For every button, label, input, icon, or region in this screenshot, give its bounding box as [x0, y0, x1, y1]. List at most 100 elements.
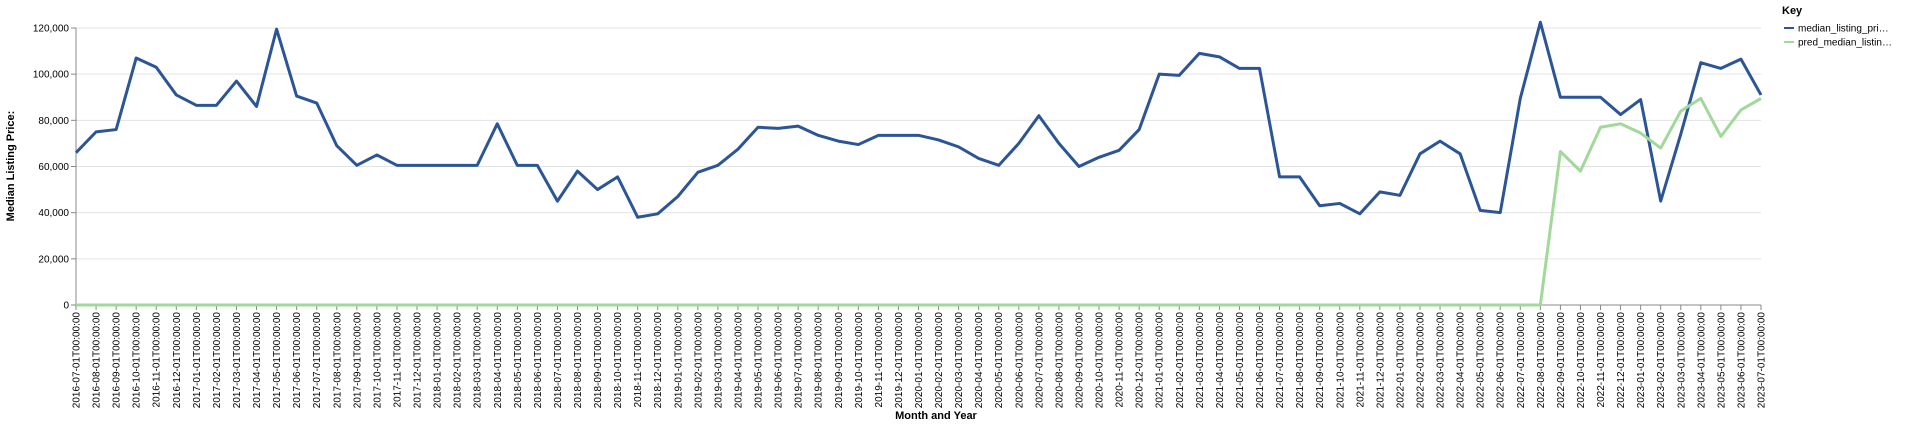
- y-tick-label: 80,000: [38, 116, 69, 127]
- y-tick-label: 20,000: [38, 254, 69, 265]
- x-tick-label: 2019-11-01T00:00:00: [874, 312, 885, 408]
- x-tick-label: 2022-02-01T00:00:00: [1415, 312, 1426, 409]
- x-tick-label: 2018-07-01T00:00:00: [553, 312, 564, 409]
- x-tick-label: 2022-12-01T00:00:00: [1616, 312, 1627, 409]
- x-tick-label: 2020-05-01T00:00:00: [994, 312, 1005, 409]
- x-tick-label: 2023-05-01T00:00:00: [1716, 312, 1727, 409]
- x-tick-label: 2017-10-01T00:00:00: [372, 312, 383, 409]
- x-tick-label: 2019-07-01T00:00:00: [794, 312, 805, 409]
- x-tick-label: 2019-03-01T00:00:00: [713, 312, 724, 409]
- x-tick-label: 2019-06-01T00:00:00: [774, 312, 785, 409]
- x-tick-label: 2020-06-01T00:00:00: [1014, 312, 1025, 409]
- y-tick-label: 0: [63, 301, 69, 312]
- x-tick-label: 2022-03-01T00:00:00: [1436, 312, 1447, 409]
- x-tick-label: 2020-01-01T00:00:00: [914, 312, 925, 409]
- x-tick-label: 2021-08-01T00:00:00: [1295, 312, 1306, 409]
- y-axis-title: Median Listing Price:: [5, 111, 17, 222]
- x-tick-label: 2022-08-01T00:00:00: [1536, 312, 1547, 409]
- series-line: [74, 20, 1763, 219]
- legend-title: Key: [1782, 5, 1803, 17]
- x-tick-label: 2023-04-01T00:00:00: [1696, 312, 1707, 409]
- x-tick-label: 2022-10-01T00:00:00: [1576, 312, 1587, 409]
- x-tick-label: 2018-05-01T00:00:00: [513, 312, 524, 409]
- x-tick-label: 2022-01-01T00:00:00: [1395, 312, 1406, 409]
- x-tick-label: 2021-03-01T00:00:00: [1195, 312, 1206, 409]
- x-tick-label: 2017-06-01T00:00:00: [292, 312, 303, 409]
- x-tick-label: 2020-02-01T00:00:00: [934, 312, 945, 409]
- x-tick-label: 2021-04-01T00:00:00: [1215, 312, 1226, 409]
- x-tick-label: 2019-05-01T00:00:00: [754, 312, 765, 409]
- x-tick-label: 2017-09-01T00:00:00: [352, 312, 363, 409]
- x-tick-label: 2016-10-01T00:00:00: [132, 312, 143, 409]
- x-axis-title: Month and Year: [895, 410, 977, 422]
- x-tick-label: 2016-09-01T00:00:00: [112, 312, 123, 409]
- y-tick-label: 60,000: [38, 162, 69, 173]
- x-tick-label: 2021-05-01T00:00:00: [1235, 312, 1246, 409]
- x-tick-label: 2017-04-01T00:00:00: [252, 312, 263, 409]
- x-tick-label: 2020-08-01T00:00:00: [1054, 312, 1065, 409]
- y-tick-label: 40,000: [38, 208, 69, 219]
- x-tick-label: 2019-09-01T00:00:00: [834, 312, 845, 409]
- x-tick-label: 2021-11-01T00:00:00: [1355, 312, 1366, 408]
- series-line: [76, 96, 1762, 307]
- x-tick-label: 2022-09-01T00:00:00: [1556, 312, 1567, 409]
- x-tick-label: 2021-09-01T00:00:00: [1315, 312, 1326, 409]
- x-tick-label: 2021-10-01T00:00:00: [1335, 312, 1346, 409]
- x-tick-label: 2020-11-01T00:00:00: [1115, 312, 1126, 408]
- x-tick-label: 2018-10-01T00:00:00: [613, 312, 624, 409]
- x-tick-label: 2022-07-01T00:00:00: [1516, 312, 1527, 409]
- x-tick-label: 2022-05-01T00:00:00: [1476, 312, 1487, 409]
- x-tick-label: 2018-11-01T00:00:00: [633, 312, 644, 408]
- x-tick-label: 2017-08-01T00:00:00: [332, 312, 343, 409]
- x-tick-label: 2016-08-01T00:00:00: [92, 312, 103, 409]
- x-tick-label: 2022-04-01T00:00:00: [1456, 312, 1467, 409]
- x-tick-label: 2020-12-01T00:00:00: [1135, 312, 1146, 409]
- x-tick-label: 2019-08-01T00:00:00: [814, 312, 825, 409]
- legend-label: median_listing_pri…: [1798, 24, 1889, 35]
- x-tick-label: 2018-09-01T00:00:00: [593, 312, 604, 409]
- y-tick-label: 100,000: [33, 70, 70, 81]
- legend-label: pred_median_listin…: [1798, 38, 1892, 49]
- x-tick-label: 2018-03-01T00:00:00: [473, 312, 484, 409]
- x-tick-label: 2016-07-01T00:00:00: [72, 312, 83, 409]
- x-tick-label: 2017-05-01T00:00:00: [272, 312, 283, 409]
- x-tick-label: 2016-11-01T00:00:00: [152, 312, 163, 408]
- x-tick-label: 2023-07-01T00:00:00: [1757, 312, 1768, 409]
- x-tick-label: 2021-07-01T00:00:00: [1275, 312, 1286, 409]
- x-tick-label: 2018-01-01T00:00:00: [433, 312, 444, 409]
- x-tick-label: 2020-09-01T00:00:00: [1074, 312, 1085, 409]
- x-tick-label: 2021-01-01T00:00:00: [1155, 312, 1166, 409]
- x-tick-label: 2020-03-01T00:00:00: [954, 312, 965, 409]
- x-tick-label: 2023-06-01T00:00:00: [1736, 312, 1747, 409]
- x-tick-label: 2023-01-01T00:00:00: [1636, 312, 1647, 409]
- x-tick-label: 2021-12-01T00:00:00: [1375, 312, 1386, 409]
- x-tick-label: 2017-12-01T00:00:00: [413, 312, 424, 409]
- x-tick-label: 2020-04-01T00:00:00: [974, 312, 985, 409]
- x-tick-label: 2017-11-01T00:00:00: [392, 312, 403, 408]
- x-tick-label: 2023-03-01T00:00:00: [1676, 312, 1687, 409]
- x-tick-label: 2019-10-01T00:00:00: [854, 312, 865, 409]
- x-tick-label: 2020-10-01T00:00:00: [1095, 312, 1106, 409]
- x-tick-label: 2020-07-01T00:00:00: [1034, 312, 1045, 409]
- x-tick-label: 2019-01-01T00:00:00: [673, 312, 684, 409]
- x-tick-label: 2016-12-01T00:00:00: [172, 312, 183, 409]
- x-tick-label: 2018-12-01T00:00:00: [653, 312, 664, 409]
- x-tick-label: 2023-02-01T00:00:00: [1656, 312, 1667, 409]
- x-tick-label: 2019-04-01T00:00:00: [733, 312, 744, 409]
- x-tick-label: 2018-06-01T00:00:00: [533, 312, 544, 409]
- x-tick-label: 2022-06-01T00:00:00: [1496, 312, 1507, 409]
- y-tick-label: 120,000: [33, 24, 70, 35]
- x-tick-label: 2017-03-01T00:00:00: [232, 312, 243, 409]
- x-tick-label: 2018-04-01T00:00:00: [493, 312, 504, 409]
- x-tick-label: 2021-02-01T00:00:00: [1175, 312, 1186, 409]
- x-tick-label: 2022-11-01T00:00:00: [1596, 312, 1607, 408]
- x-tick-label: 2017-02-01T00:00:00: [212, 312, 223, 409]
- x-tick-label: 2017-01-01T00:00:00: [192, 312, 203, 409]
- x-tick-label: 2017-07-01T00:00:00: [312, 312, 323, 409]
- x-tick-label: 2019-02-01T00:00:00: [693, 312, 704, 409]
- x-tick-label: 2019-12-01T00:00:00: [894, 312, 905, 409]
- x-tick-label: 2018-02-01T00:00:00: [453, 312, 464, 409]
- x-tick-label: 2021-06-01T00:00:00: [1255, 312, 1266, 409]
